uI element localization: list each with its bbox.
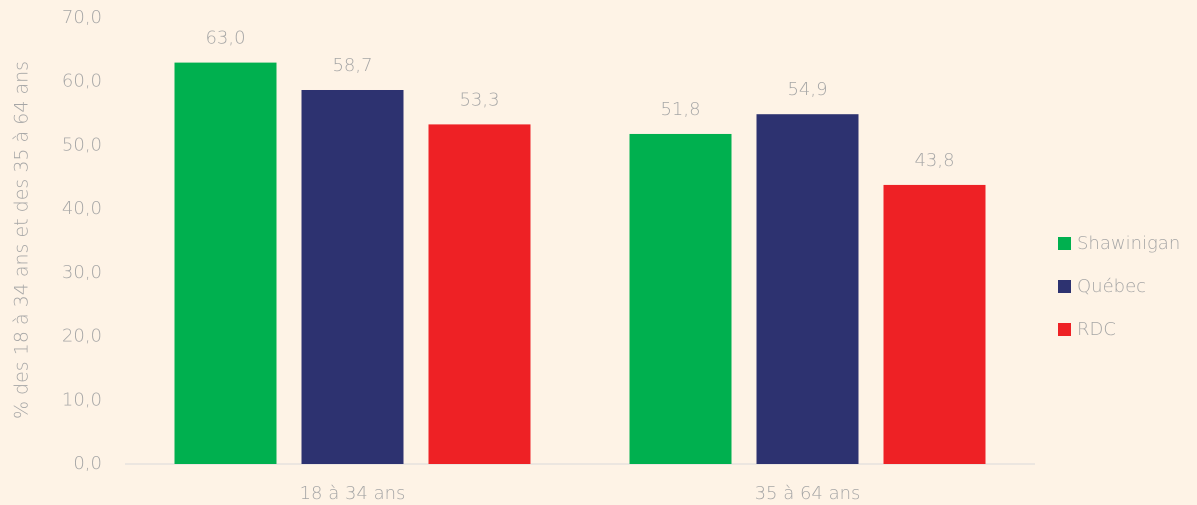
data-label: 51,8	[660, 99, 700, 120]
data-label: 54,9	[787, 79, 827, 100]
y-tick-label: 50,0	[62, 134, 102, 155]
legend-label: Québec	[1077, 276, 1146, 297]
y-tick-label: 0,0	[73, 453, 102, 474]
legend-swatch	[1058, 280, 1071, 293]
bar	[301, 89, 404, 465]
y-tick-label: 20,0	[62, 326, 102, 347]
data-label: 53,3	[459, 89, 499, 110]
legend-label: RDC	[1077, 319, 1116, 340]
bar	[756, 114, 859, 465]
x-tick-label: 35 à 64 ans	[755, 483, 861, 504]
bar	[629, 133, 732, 464]
y-tick-label: 40,0	[62, 198, 102, 219]
legend-label: Shawinigan	[1077, 233, 1180, 254]
legend-swatch	[1058, 237, 1071, 250]
y-tick-label: 30,0	[62, 262, 102, 283]
bar	[428, 124, 531, 464]
y-axis-label: % des 18 à 34 ans et des 35 à 64 ans	[11, 61, 33, 419]
y-tick-label: 70,0	[62, 7, 102, 28]
x-tick-label: 18 à 34 ans	[300, 483, 406, 504]
legend-swatch	[1058, 323, 1071, 336]
data-label: 58,7	[332, 55, 372, 76]
data-label: 43,8	[914, 150, 954, 171]
data-label: 63,0	[205, 28, 245, 49]
bar	[174, 62, 277, 464]
y-tick-label: 10,0	[62, 389, 102, 410]
bar	[883, 184, 986, 464]
y-tick-label: 60,0	[62, 71, 102, 92]
